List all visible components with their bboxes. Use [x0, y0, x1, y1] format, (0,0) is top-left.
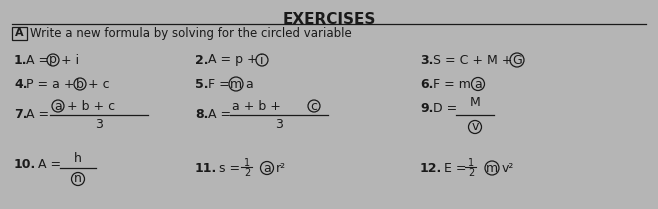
Text: m: m — [486, 162, 498, 175]
Text: G: G — [512, 54, 522, 66]
Text: 7.: 7. — [14, 108, 28, 121]
Text: p: p — [49, 54, 57, 66]
Text: 9.: 9. — [420, 102, 434, 116]
Text: Write a new formula by solving for the circled variable: Write a new formula by solving for the c… — [30, 27, 352, 40]
Text: h: h — [74, 152, 82, 164]
Text: EXERCISES: EXERCISES — [282, 12, 376, 27]
Text: A = p +: A = p + — [208, 54, 258, 66]
Text: + c: + c — [88, 78, 110, 90]
Text: a: a — [263, 162, 271, 175]
Text: A: A — [14, 28, 23, 38]
Text: 3: 3 — [95, 117, 103, 130]
Text: + b + c: + b + c — [67, 99, 115, 112]
Text: A =: A = — [208, 108, 231, 121]
Text: 6.: 6. — [420, 78, 434, 90]
Text: v²: v² — [502, 162, 515, 175]
Text: + i: + i — [61, 54, 79, 66]
Text: m: m — [230, 78, 242, 90]
Text: 3.: 3. — [420, 54, 434, 66]
Text: 8.: 8. — [195, 108, 209, 121]
Text: c: c — [311, 99, 318, 112]
Text: a + b +: a + b + — [232, 99, 281, 112]
Text: E =: E = — [444, 162, 467, 175]
Text: i: i — [261, 54, 264, 66]
Text: b: b — [76, 78, 84, 90]
Text: 1: 1 — [468, 158, 474, 168]
Text: 1.: 1. — [14, 54, 28, 66]
Text: a: a — [54, 99, 62, 112]
Text: 2.: 2. — [195, 54, 209, 66]
Text: A =: A = — [26, 54, 49, 66]
Text: 2: 2 — [244, 168, 250, 178]
Text: 12.: 12. — [420, 162, 442, 175]
Text: S = C + M +: S = C + M + — [433, 54, 513, 66]
Text: a: a — [474, 78, 482, 90]
Text: M: M — [470, 97, 480, 110]
Text: A =: A = — [26, 108, 49, 121]
Text: A =: A = — [38, 158, 61, 172]
Text: 3: 3 — [275, 117, 283, 130]
Text: 5.: 5. — [195, 78, 209, 90]
Text: D =: D = — [433, 102, 457, 116]
Text: P = a +: P = a + — [26, 78, 74, 90]
Text: r²: r² — [276, 162, 286, 175]
Text: F =: F = — [208, 78, 230, 90]
Text: s =: s = — [219, 162, 240, 175]
Text: 4.: 4. — [14, 78, 28, 90]
Text: 2: 2 — [468, 168, 474, 178]
Text: F = m: F = m — [433, 78, 471, 90]
Text: a: a — [245, 78, 253, 90]
Text: 10.: 10. — [14, 158, 36, 172]
Text: 1: 1 — [244, 158, 250, 168]
Text: 11.: 11. — [195, 162, 217, 175]
Text: v: v — [471, 121, 478, 134]
Text: n: n — [74, 172, 82, 186]
